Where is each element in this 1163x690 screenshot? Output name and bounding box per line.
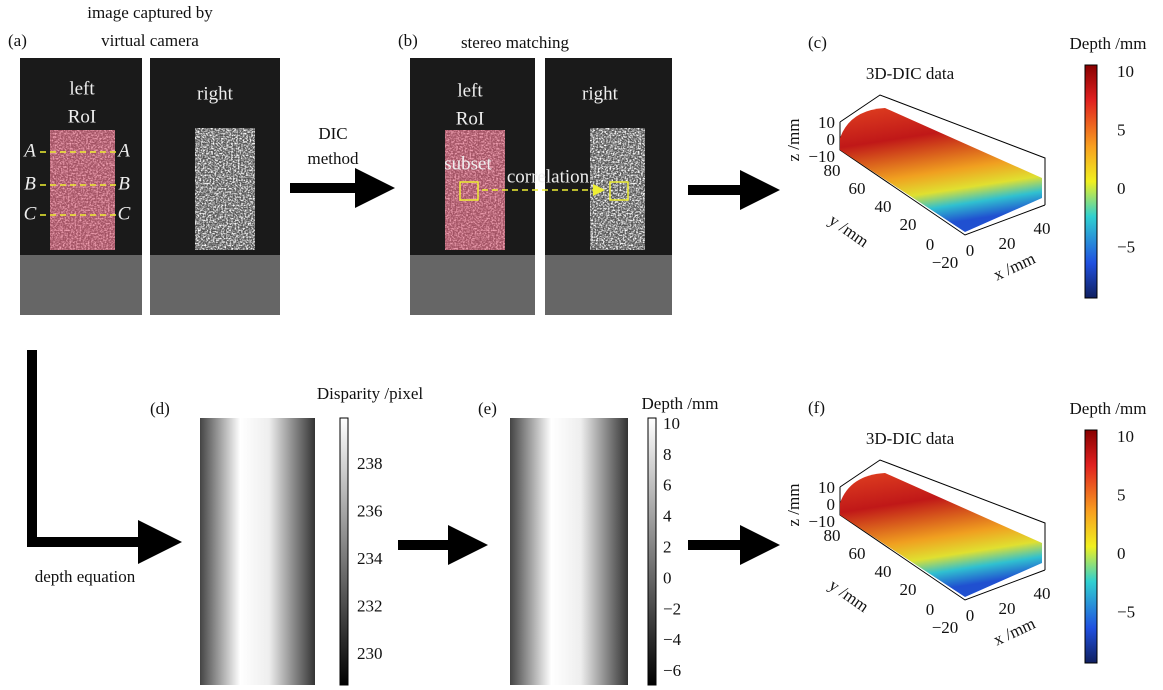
label: (b) — [398, 31, 418, 50]
label: C — [24, 203, 37, 224]
label: (f) — [808, 398, 825, 417]
axis-label: z /mm — [784, 484, 803, 527]
colorbar-tick: −6 — [663, 661, 681, 680]
label: C — [118, 203, 131, 224]
label: 3D-DIC data — [866, 64, 955, 83]
label: Depth /mm — [1070, 34, 1147, 53]
colorbar-tick: −5 — [1117, 238, 1135, 257]
colorbar-tick: 5 — [1117, 120, 1126, 139]
label: A — [22, 140, 36, 161]
tick: 20 — [999, 234, 1016, 253]
label: (c) — [808, 33, 827, 52]
label: Depth /mm — [642, 394, 719, 413]
tick: 60 — [849, 544, 866, 563]
colorbar-tick: 10 — [1117, 62, 1134, 81]
label: A — [116, 140, 130, 161]
colorbar — [1085, 65, 1097, 298]
colorbar-tick: 230 — [357, 644, 383, 663]
tick: 60 — [849, 179, 866, 198]
colorbar-tick: 2 — [663, 538, 672, 557]
colorbar-tick: −5 — [1117, 603, 1135, 622]
label: right — [582, 83, 619, 104]
label: left — [69, 78, 95, 99]
tick: −20 — [932, 618, 959, 637]
colorbar-tick: 234 — [357, 549, 383, 568]
label: left — [457, 80, 483, 101]
colorbar-tick: 5 — [1117, 485, 1126, 504]
label: (a) — [8, 31, 27, 50]
label: Depth /mm — [1070, 399, 1147, 418]
tick: 20 — [900, 580, 917, 599]
colorbar-tick: 10 — [1117, 427, 1134, 446]
axis-label: x /mm — [990, 614, 1038, 650]
axis-label: y /mm — [825, 575, 872, 616]
label: method — [308, 149, 359, 168]
label: DIC — [318, 124, 347, 143]
maps — [200, 418, 656, 685]
label: virtual camera — [101, 31, 199, 50]
label: image captured by — [87, 3, 213, 22]
tick: 20 — [999, 599, 1016, 618]
tick: 80 — [824, 526, 841, 545]
label: RoI — [68, 106, 97, 127]
tick: −20 — [932, 253, 959, 272]
label: Disparity /pixel — [317, 384, 424, 403]
tick: 80 — [824, 161, 841, 180]
label: (e) — [478, 399, 497, 418]
label: subset — [444, 153, 492, 174]
tick: 40 — [875, 197, 892, 216]
tick: 20 — [900, 215, 917, 234]
colorbar-tick: −4 — [663, 630, 682, 649]
label: B — [118, 173, 130, 194]
label: correlation — [507, 166, 590, 187]
colorbar-tick: 10 — [663, 414, 680, 433]
colorbar-tick: 8 — [663, 445, 672, 464]
tick: 0 — [966, 606, 975, 625]
colorbar-tick: 238 — [357, 454, 383, 473]
colorbar — [1085, 430, 1097, 663]
tick: 0 — [926, 600, 935, 619]
axis-label: x /mm — [990, 249, 1038, 285]
label: stereo matching — [461, 33, 570, 52]
colorbar-tick: 232 — [357, 596, 383, 615]
figure: (a) image captured by virtual camera left Ro… — [0, 0, 1163, 690]
label: 3D-DIC data — [866, 429, 955, 448]
tick: 40 — [875, 562, 892, 581]
label: right — [197, 83, 234, 104]
colorbar-tick: 0 — [663, 568, 672, 587]
tick: 40 — [1034, 219, 1051, 238]
colorbar-tick: 236 — [357, 501, 383, 520]
tick: 40 — [1034, 584, 1051, 603]
colorbar-tick: −2 — [663, 599, 681, 618]
tick: 0 — [926, 235, 935, 254]
axis-label: z /mm — [784, 119, 803, 162]
axis-label: y /mm — [825, 210, 872, 251]
label: (d) — [150, 399, 170, 418]
colorbar-tick: 0 — [1117, 179, 1126, 198]
colorbar-tick: 0 — [1117, 544, 1126, 563]
label: B — [24, 173, 36, 194]
colorbar-tick: 6 — [663, 476, 672, 495]
label: RoI — [456, 108, 485, 129]
colorbar-tick: 4 — [663, 507, 672, 526]
tick: 0 — [966, 241, 975, 260]
label: depth equation — [35, 567, 136, 586]
